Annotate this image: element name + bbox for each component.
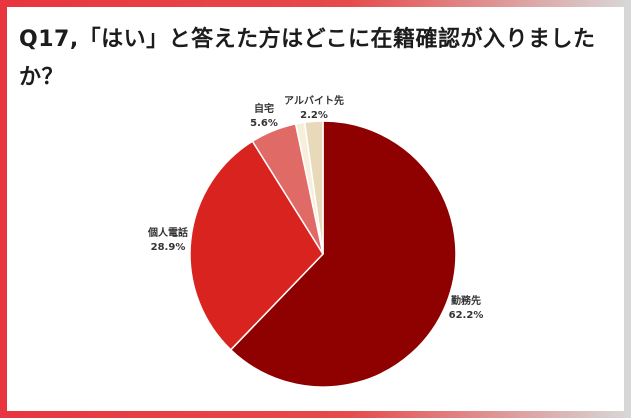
slice-value-label: 2.2% [300,110,328,121]
pie-slice-勤務先 [229,120,457,388]
slice-value-label: 62.2% [449,310,484,321]
slice-value-label: 28.9% [151,242,186,253]
pie-slice-アルバイト先 [303,120,324,255]
slice-label: 個人電話 [147,226,188,239]
pie-slice-個人電話 [189,140,324,351]
slice-label: アルバイト先 [284,94,344,107]
slice-label: 勤務先 [451,294,481,307]
slice-label: 自宅 [254,102,274,115]
chart-title: Q17,「はい」と答えた方はどこに在籍確認が入りましたか？ [19,27,596,90]
slice-value-label: 5.6% [250,118,278,129]
